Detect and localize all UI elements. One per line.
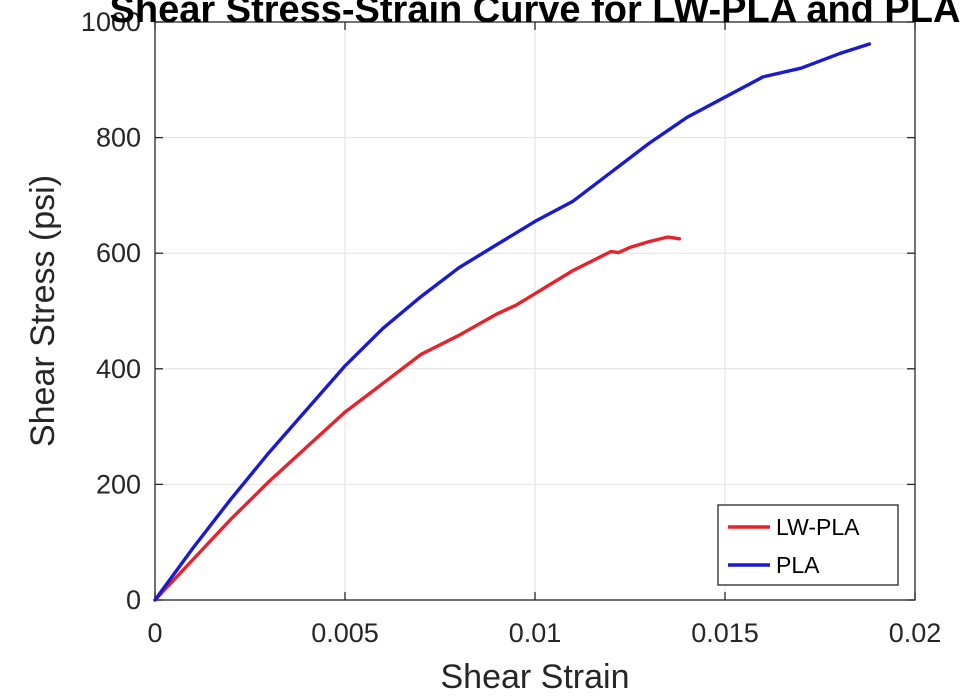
x-axis-label: Shear Strain (441, 658, 630, 696)
legend-label: LW-PLA (776, 514, 860, 540)
x-tick-label: 0.005 (311, 618, 379, 648)
legend-label: PLA (776, 552, 820, 578)
x-tick-label: 0.015 (691, 618, 759, 648)
y-tick-label: 0 (126, 585, 141, 615)
y-tick-label: 200 (96, 469, 141, 499)
series-line-lw-pla (153, 235, 682, 602)
x-tick-label: 0 (147, 618, 162, 648)
tick-marks (154, 21, 916, 601)
grid (155, 22, 915, 600)
series-lines (153, 42, 872, 602)
legend-box (717, 504, 899, 586)
y-tick-label: 800 (96, 123, 141, 153)
legend: LW-PLA PLA (717, 504, 899, 586)
chart-title: Shear Stress-Strain Curve for LW-PLA and… (110, 0, 961, 31)
y-tick-label: 1000 (81, 7, 141, 37)
x-tick-label: 0.02 (889, 618, 942, 648)
y-tick-label: 400 (96, 354, 141, 384)
y-tick-labels: 0 200 400 600 800 1000 (81, 7, 141, 615)
x-tick-labels: 0 0.005 0.01 0.015 0.02 (147, 618, 941, 648)
y-tick-label: 600 (96, 238, 141, 268)
y-axis-label: Shear Stress (psi) (24, 175, 62, 447)
x-tick-label: 0.01 (509, 618, 562, 648)
series-line-pla (153, 42, 872, 602)
